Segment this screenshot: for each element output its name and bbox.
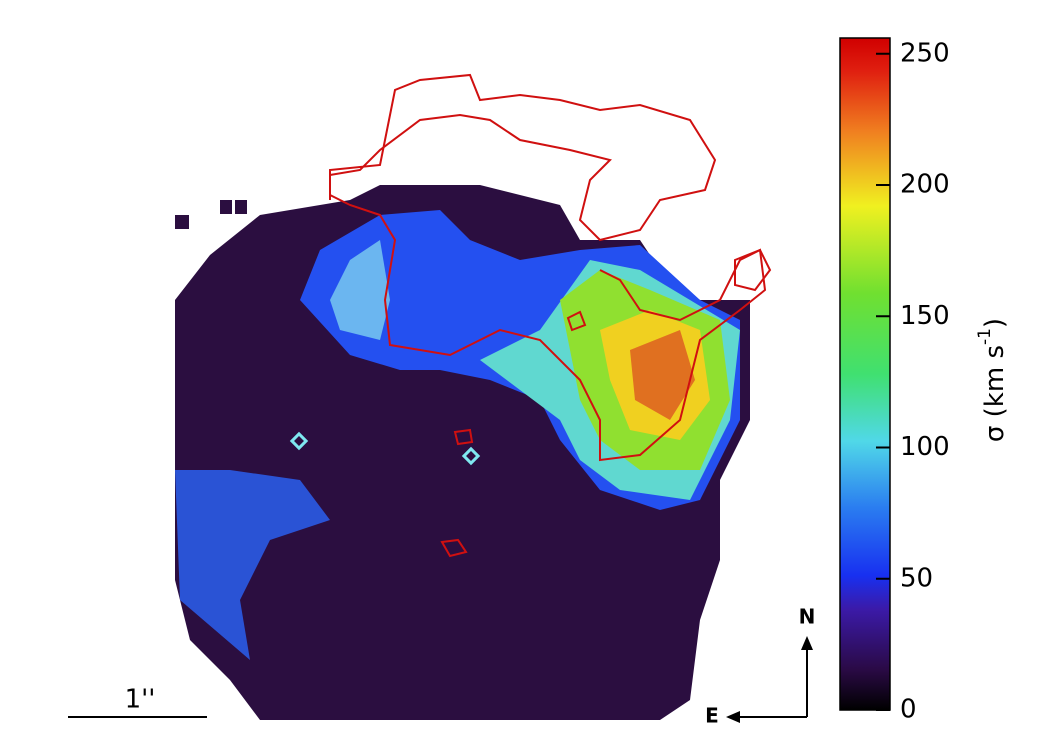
compass (726, 636, 813, 723)
colorbar-tick-label: 150 (900, 301, 950, 331)
colorbar-label: σ (km s-1) (975, 318, 1010, 442)
colorbar-tick-label: 0 (900, 695, 917, 725)
north-label: N (799, 605, 816, 629)
label-superscript: -1 (975, 328, 995, 345)
label-end: ) (980, 318, 1010, 328)
label-main: σ (km s (980, 345, 1010, 442)
colorbar (839, 37, 891, 711)
scale-bar-label: 1'' (125, 685, 156, 715)
map (175, 73, 772, 720)
colorbar-tick-label: 50 (900, 563, 933, 593)
colorbar-tick-label: 250 (900, 38, 950, 68)
colorbar-tick-label: 100 (900, 432, 950, 462)
colorbar-tick-label: 200 (900, 170, 950, 200)
east-label: E (705, 704, 719, 728)
